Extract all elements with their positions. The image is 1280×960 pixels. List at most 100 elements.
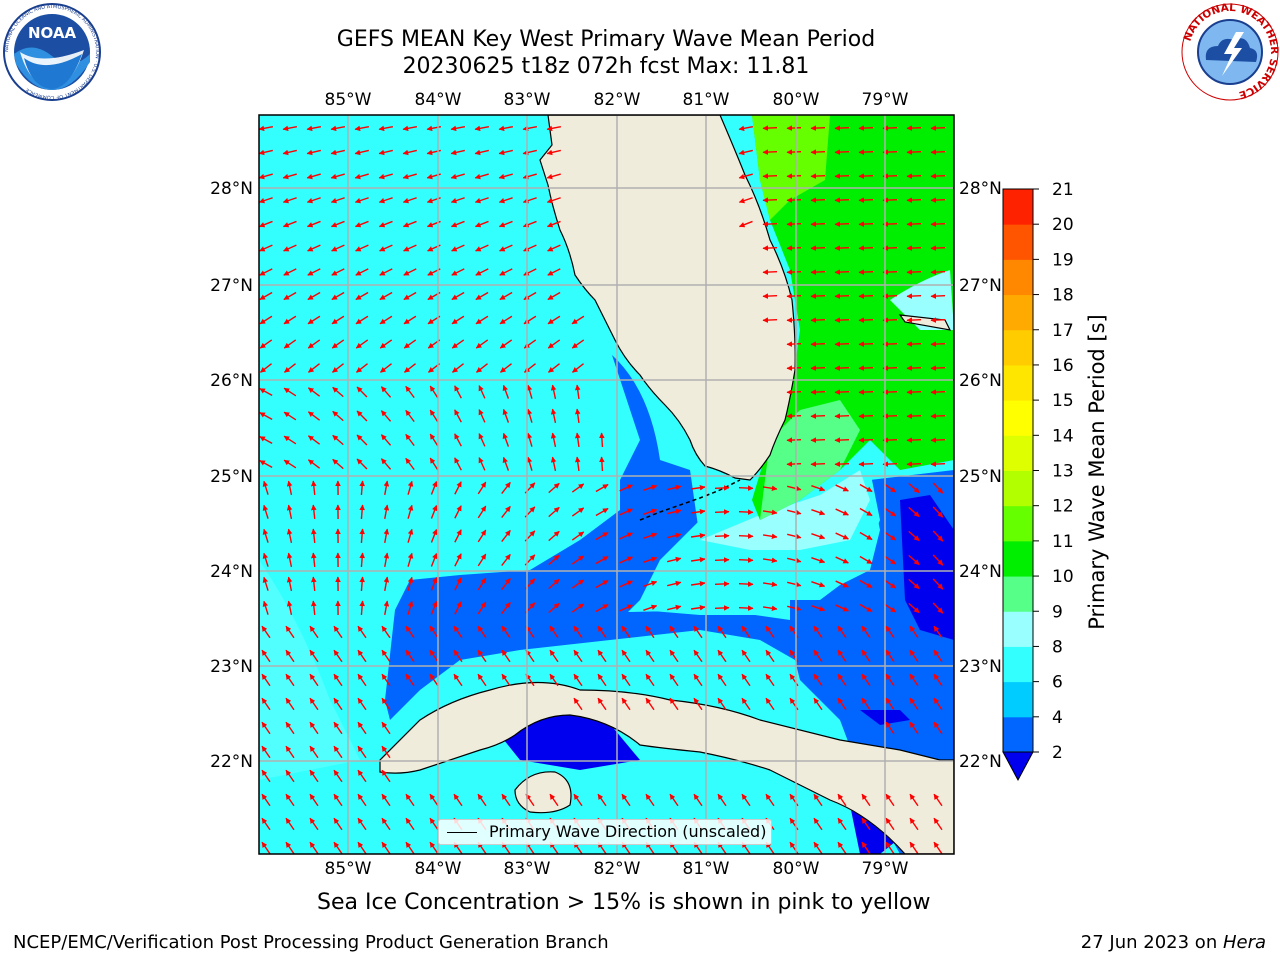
wave-direction-arrow [621, 793, 631, 807]
lat-tick-right: 26°N [959, 371, 1002, 391]
wave-direction-arrow [523, 339, 537, 349]
noaa-logo: NOAA NATIONAL OCEANIC AND ATMOSPHERIC AD… [3, 3, 101, 101]
wave-direction-arrow [285, 721, 295, 735]
wave-direction-arrow [909, 841, 919, 854]
wave-direction-arrow [307, 435, 321, 445]
wave-direction-arrow [762, 485, 778, 492]
wave-direction-arrow [930, 461, 946, 467]
wave-direction-arrow [403, 244, 417, 252]
wave-direction-arrow [550, 456, 557, 471]
noaa-logo-text: NOAA [28, 24, 77, 42]
wave-direction-arrow [259, 268, 273, 276]
wave-direction-arrow [834, 317, 850, 323]
wave-direction-arrow [501, 578, 511, 590]
wave-direction-arrow [909, 793, 919, 807]
wave-direction-arrow [762, 269, 778, 275]
footer-credit: NCEP/EMC/Verification Post Processing Pr… [13, 932, 609, 953]
wave-direction-arrow [309, 649, 319, 663]
wave-direction-arrow [741, 673, 751, 687]
wave-direction-arrow [861, 841, 871, 854]
wave-direction-arrow [933, 649, 943, 663]
wave-direction-arrow [549, 625, 559, 639]
wave-direction-arrow [835, 508, 849, 516]
wave-direction-arrow [908, 554, 920, 566]
lat-tick-left: 24°N [210, 562, 253, 582]
wave-direction-arrow [690, 484, 706, 491]
wave-period-11-12-region [752, 115, 830, 220]
wave-direction-arrow [307, 459, 321, 469]
wave-direction-arrow [908, 506, 920, 518]
wave-direction-arrow [451, 268, 465, 276]
wave-direction-arrow [383, 576, 390, 592]
wave-direction-arrow [286, 552, 293, 567]
wave-direction-arrow [261, 697, 271, 711]
wave-direction-arrow [667, 508, 682, 515]
wave-direction-arrow [885, 649, 895, 663]
wave-direction-arrow [501, 673, 511, 687]
wave-direction-arrow [930, 197, 946, 203]
wave-direction-arrow [333, 673, 343, 687]
wave-direction-arrow [523, 244, 537, 252]
wave-direction-arrow [381, 793, 391, 807]
colorbar-tick-label: 16 [1052, 356, 1074, 376]
wave-direction-arrow [599, 456, 605, 472]
wave-direction-arrow [259, 339, 273, 349]
wave-direction-arrow [359, 480, 365, 496]
wave-direction-arrow [595, 531, 609, 541]
wave-direction-arrow [858, 389, 874, 395]
wave-direction-arrow [306, 173, 321, 180]
wave-direction-arrow [810, 173, 826, 179]
wave-direction-arrow [571, 483, 585, 493]
wave-direction-arrow [378, 220, 393, 228]
lon-tick-top: 85°W [325, 90, 372, 110]
wave-direction-arrow [261, 769, 271, 783]
wave-direction-arrow [333, 745, 343, 759]
wave-direction-arrow [932, 482, 944, 494]
wave-direction-arrow [405, 649, 415, 663]
wave-direction-arrow [501, 625, 511, 639]
wave-direction-arrow [932, 602, 944, 614]
wave-direction-arrow [453, 649, 463, 663]
wave-direction-arrow [933, 721, 943, 735]
wave-direction-arrow [619, 604, 633, 612]
wave-direction-arrow [378, 173, 393, 180]
wave-direction-arrow [474, 197, 489, 204]
wave-direction-arrow [714, 605, 730, 611]
wave-direction-arrow [909, 649, 919, 663]
wave-direction-arrow [546, 149, 561, 156]
lon-tick-bottom: 79°W [862, 859, 909, 879]
wave-direction-arrow [574, 456, 581, 472]
wave-direction-arrow [502, 456, 510, 471]
footer-host: Hera [1222, 932, 1266, 953]
footer-date: 27 Jun 2023 on Hera [1081, 932, 1266, 953]
wave-direction-arrow [786, 389, 802, 395]
colorbar-segment [1003, 435, 1033, 471]
wave-direction-arrow [714, 509, 730, 515]
wave-direction-arrow [430, 480, 438, 495]
wave-direction-arrow [861, 817, 871, 831]
wave-direction-arrow [454, 481, 462, 495]
wave-direction-arrow [741, 697, 751, 711]
wave-direction-arrow [283, 315, 297, 325]
wave-direction-arrow [259, 244, 273, 252]
wave-direction-arrow [309, 721, 319, 735]
wave-direction-arrow [550, 432, 557, 447]
wave-direction-arrow [810, 245, 826, 251]
wave-direction-arrow [786, 461, 802, 467]
wave-direction-arrow [765, 673, 775, 687]
wave-direction-arrow [837, 841, 847, 854]
wave-direction-arrow [405, 625, 415, 639]
wave-direction-arrow [311, 552, 317, 568]
florida-land [539, 115, 796, 481]
wave-direction-arrows [259, 125, 946, 854]
nws-logo: NATIONAL WEATHER SERVICE [1181, 2, 1280, 101]
colorbar-segment [1003, 611, 1033, 647]
lon-tick-bottom: 83°W [504, 859, 551, 879]
wave-direction-arrow [597, 649, 607, 663]
wave-direction-arrow [523, 291, 537, 301]
wave-direction-arrow [738, 149, 753, 156]
wave-direction-arrow [309, 697, 319, 711]
wave-direction-arrow [405, 433, 415, 447]
wave-direction-arrow [261, 793, 271, 807]
wave-direction-arrow [379, 244, 393, 252]
